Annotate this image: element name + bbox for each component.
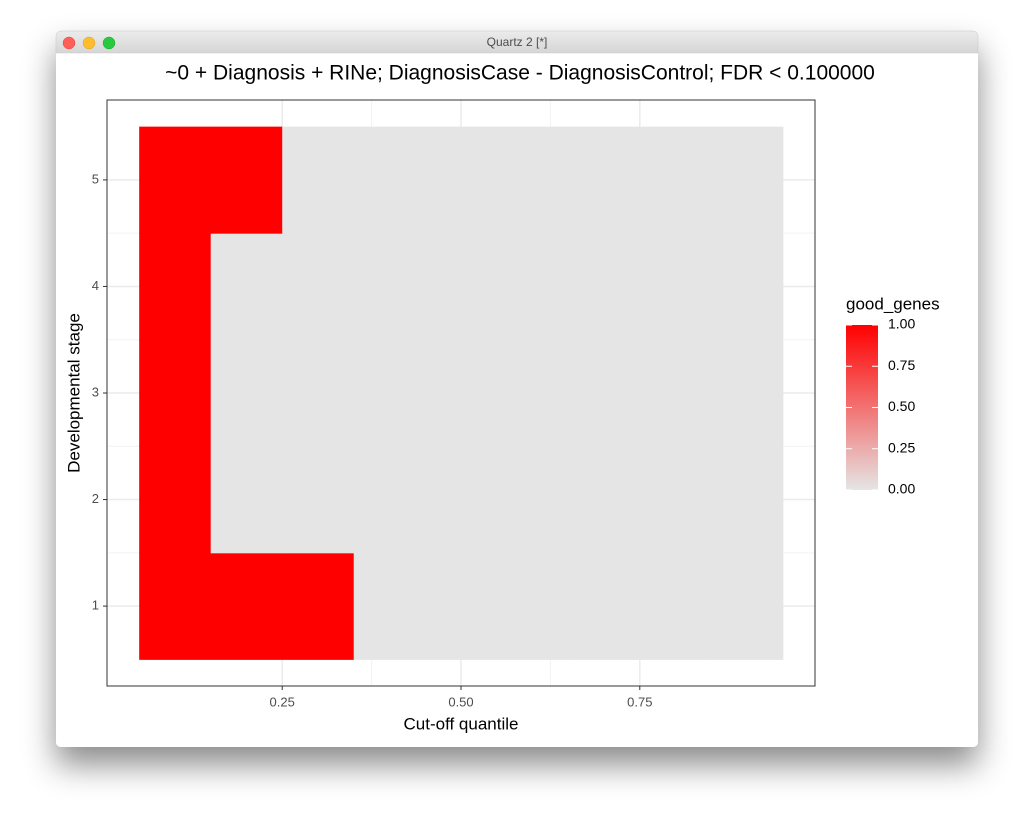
- tile: [353, 233, 426, 341]
- tile: [353, 126, 426, 234]
- colorbar-label: 0.50: [888, 398, 915, 414]
- chart-title: ~0 + Diagnosis + RINe; DiagnosisCase - D…: [165, 62, 875, 85]
- tile: [568, 126, 641, 234]
- tile: [711, 233, 784, 341]
- tile: [711, 552, 784, 660]
- tile: [353, 552, 426, 660]
- tile: [711, 126, 784, 234]
- tile: [496, 552, 569, 660]
- tile: [139, 339, 212, 447]
- tile: [568, 339, 641, 447]
- tile: [353, 339, 426, 447]
- tile: [282, 126, 355, 234]
- tile: [210, 552, 283, 660]
- tile: [210, 126, 283, 234]
- tile: [639, 233, 712, 341]
- tile: [568, 552, 641, 660]
- tile: [210, 233, 283, 341]
- colorbar-label: 0.25: [888, 439, 915, 455]
- tile: [425, 233, 498, 341]
- tile: [425, 446, 498, 554]
- tile: [282, 446, 355, 554]
- tile: [639, 339, 712, 447]
- tile: [139, 446, 212, 554]
- x-tick-label: 0.25: [270, 694, 295, 709]
- tile: [639, 126, 712, 234]
- tile: [425, 126, 498, 234]
- tile: [639, 446, 712, 554]
- minimize-button[interactable]: [82, 36, 96, 50]
- close-button[interactable]: [62, 36, 76, 50]
- y-tick-label: 3: [92, 384, 99, 399]
- x-tick-label: 0.75: [627, 694, 652, 709]
- tile: [639, 552, 712, 660]
- title-bar: [55, 30, 979, 54]
- tile: [282, 552, 355, 660]
- tile: [139, 126, 212, 234]
- tile: [568, 446, 641, 554]
- tile: [496, 446, 569, 554]
- zoom-button[interactable]: [102, 36, 116, 50]
- tile: [139, 233, 212, 341]
- tile: [353, 446, 426, 554]
- tile: [711, 446, 784, 554]
- tile: [282, 233, 355, 341]
- x-tick-label: 0.50: [448, 694, 473, 709]
- colorbar-label: 0.00: [888, 481, 915, 497]
- y-tick-label: 1: [92, 598, 99, 613]
- tile: [711, 339, 784, 447]
- y-tick-label: 4: [92, 278, 99, 293]
- legend-title: good_genes: [846, 294, 940, 313]
- y-tick-label: 5: [92, 171, 99, 186]
- y-tick-label: 2: [92, 491, 99, 506]
- tile: [210, 446, 283, 554]
- colorbar-label: 1.00: [888, 316, 915, 332]
- tile: [568, 233, 641, 341]
- tile: [425, 339, 498, 447]
- tile: [496, 339, 569, 447]
- colorbar-label: 0.75: [888, 357, 915, 373]
- tile: [282, 339, 355, 447]
- window-title: Quartz 2 [*]: [487, 35, 548, 49]
- x-axis-label: Cut-off quantile: [404, 714, 519, 733]
- tile: [210, 339, 283, 447]
- tile: [496, 126, 569, 234]
- tile: [425, 552, 498, 660]
- tile: [496, 233, 569, 341]
- tile: [139, 552, 212, 660]
- y-axis-label: Developmental stage: [64, 313, 83, 473]
